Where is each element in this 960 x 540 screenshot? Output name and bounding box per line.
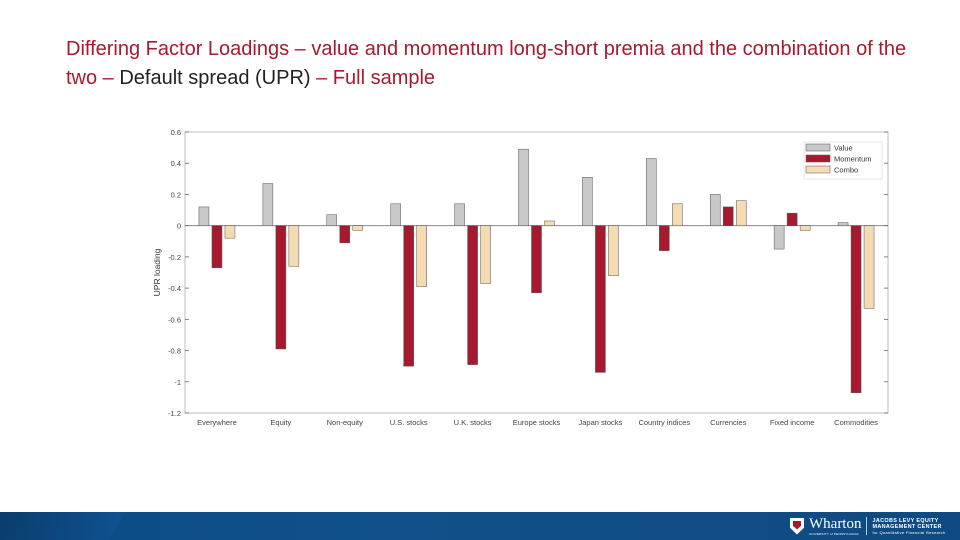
footer-accent-stripe [0,512,125,540]
y-tick-label: 0 [177,222,181,231]
wharton-subtitle: UNIVERSITY of PENNSYLVANIA [809,531,859,536]
y-tick-label: 0.4 [171,159,181,168]
center-name-line-3: for Quantitative Financial Research [872,529,946,535]
y-axis-label: UPR loading [152,248,162,296]
bar-momentum [850,225,862,393]
y-tick-label: -1 [174,378,181,387]
bar-value [390,203,401,226]
wharton-name: Wharton [809,515,862,532]
x-tick-label: Europe stocks [513,418,561,427]
bar-combo [799,225,811,231]
x-tick-label: U.S. stocks [390,418,428,427]
bar-momentum [786,212,798,226]
bar-momentum [403,225,414,367]
title-part-2: Default spread (UPR) [119,67,311,89]
x-tick-label: Currencies [710,418,747,427]
bar-momentum [211,225,223,269]
y-tick-label: -0.6 [168,315,181,324]
x-tick-label: U.K. stocks [454,418,492,427]
bar-momentum [531,225,542,294]
y-tick-label: 0.6 [171,128,181,137]
title-part-1: Differing Factor Loadings – value and mo… [66,38,907,89]
title-part-3: – Full sample [310,67,436,89]
legend-swatch-value [805,143,831,152]
bar-combo [352,225,364,231]
y-tick-label: -0.8 [168,347,181,356]
bar-combo [288,225,300,267]
x-tick-label: Japan stocks [579,418,623,427]
bar-value [773,225,785,250]
footer-bar: Wharton UNIVERSITY of PENNSYLVANIA JACOB… [0,512,960,540]
bar-momentum [595,225,606,373]
legend-label-combo: Combo [834,166,858,175]
bar-value [709,194,721,226]
bar-combo [672,203,683,226]
y-tick-label: 0.2 [171,190,181,199]
bar-value [518,148,529,226]
bar-value [198,206,210,226]
bar-momentum [467,225,478,365]
x-tick-label: Fixed income [770,418,815,427]
bar-combo [863,225,875,309]
logo-divider [866,517,868,535]
x-tick-label: Equity [270,418,291,427]
legend-label-value: Value [834,144,853,153]
bar-combo [224,225,236,239]
bar-value [837,222,849,226]
x-tick-label: Country indices [638,418,690,427]
bar-momentum [275,225,287,350]
bar-combo [735,200,747,226]
bar-value [454,203,465,226]
bar-combo [544,220,555,226]
bar-value [582,177,593,226]
y-tick-label: -1.2 [168,409,181,418]
center-name: JACOBS LEVY EQUITY MANAGEMENT CENTER for… [872,518,945,535]
wharton-wordmark: Wharton UNIVERSITY of PENNSYLVANIA [809,515,862,536]
y-tick-label: -0.2 [168,253,181,262]
bar-momentum [722,206,734,226]
y-tick-label: -0.4 [168,284,181,293]
x-tick-label: Everywhere [197,418,237,427]
shield-icon [790,517,804,535]
wharton-logo: Wharton UNIVERSITY of PENNSYLVANIA JACOB… [790,516,945,536]
x-tick-label: Commodities [834,418,878,427]
bar-combo [608,225,619,276]
bar-value [262,183,274,226]
bar-momentum [659,225,670,251]
bar-momentum [339,225,351,244]
legend-swatch-combo [805,165,831,174]
center-name-line-1: JACOBS LEVY EQUITY [872,517,939,524]
legend-label-momentum: Momentum [834,155,872,164]
legend-swatch-momentum [805,154,831,163]
bar-value [326,214,338,226]
x-tick-label: Non-equity [327,418,364,427]
bar-combo [480,225,491,284]
slide-title: Differing Factor Loadings – value and mo… [66,35,926,93]
center-name-line-2: MANAGEMENT CENTER [872,523,942,530]
bar-value [646,158,657,226]
bar-combo [416,225,427,287]
